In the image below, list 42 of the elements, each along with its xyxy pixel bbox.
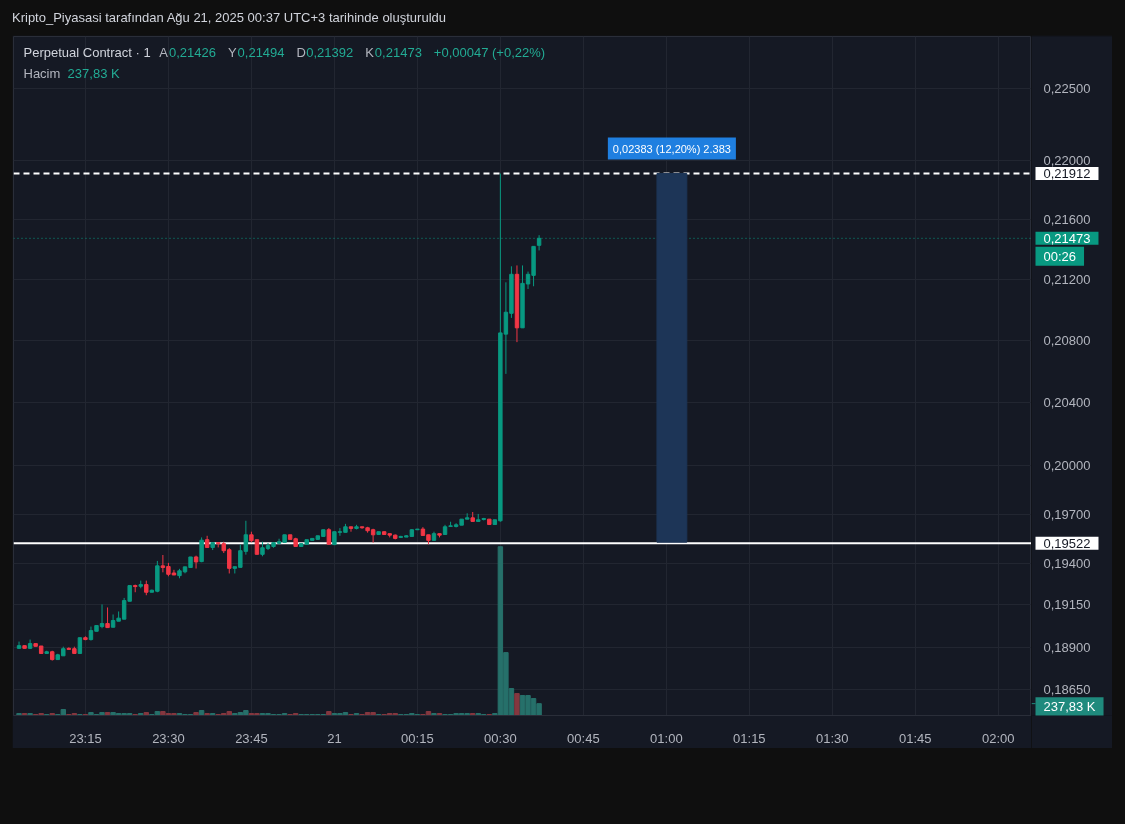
x-tick-label: 00:30 xyxy=(484,730,517,746)
annotation: 0,21392 xyxy=(306,45,354,60)
x-tick-label: 23:15 xyxy=(69,730,102,746)
y-tick-label: 0,21600 xyxy=(1043,211,1091,227)
x-tick-label: 23:30 xyxy=(152,730,185,746)
x-tick-label: 00:45 xyxy=(567,730,600,746)
ref-line-label: 0,21912 xyxy=(1043,166,1091,182)
y-tick-label: 0,19150 xyxy=(1043,597,1091,613)
x-tick-label: 23:45 xyxy=(235,730,268,746)
x-tick-label: 01:45 xyxy=(899,730,932,746)
text: Perpetual Contract · 1 xyxy=(23,45,151,60)
y-tick-label: 0,19700 xyxy=(1043,506,1091,522)
annotation: Y xyxy=(227,45,237,60)
y-tick-label: 0,22500 xyxy=(1043,81,1091,97)
annotation: 237,83 K xyxy=(67,66,120,81)
annotation: Hacim xyxy=(23,66,61,81)
x-tick-label: 01:00 xyxy=(650,730,683,746)
ref-line-label: 0,19522 xyxy=(1043,535,1091,551)
annotation: K xyxy=(365,45,375,60)
y2-tick-label: 237,83 K xyxy=(1043,699,1096,715)
y-tick-label: 0,20800 xyxy=(1043,332,1091,348)
y-tick-label: 0,18900 xyxy=(1043,639,1091,655)
y-tick-label: 0,19400 xyxy=(1043,555,1091,571)
x-tick-label: 02:00 xyxy=(982,730,1015,746)
annotation: 0,21473 xyxy=(374,45,422,60)
annotation: +0,00047 (+0,22%) xyxy=(433,45,546,60)
annotation: A xyxy=(159,45,169,60)
x-tick-label: 01:15 xyxy=(733,730,766,746)
annotation: 0,21494 xyxy=(237,45,285,60)
y-tick-label: 0,18650 xyxy=(1043,682,1091,698)
x-tick-label: 21 xyxy=(327,730,342,746)
y-tick-label: 0,20000 xyxy=(1043,458,1091,474)
chart-title: Kripto_Piyasasi tarafından Ağu 21, 2025 00:37 UTC+3 tarihinde oluşturuldu xyxy=(11,9,446,27)
ref-line-label: 0,21473 00:26 xyxy=(1043,230,1091,264)
data-label: 0,02383 (12,20%) 2.383 xyxy=(612,142,731,155)
annotation: 0,21426 xyxy=(168,45,216,60)
x-tick-label: 00:15 xyxy=(401,730,434,746)
y-tick-label: 0,21200 xyxy=(1043,271,1091,287)
x-tick-label: 01:30 xyxy=(816,730,849,746)
y-tick-label: 0,22000 xyxy=(1043,153,1091,169)
annotation: D xyxy=(296,45,306,60)
y-tick-label: 0,20400 xyxy=(1043,394,1091,410)
